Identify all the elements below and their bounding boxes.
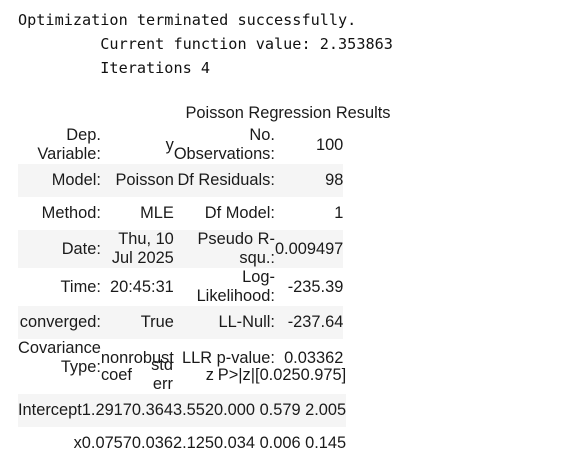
summary-value: 0.009497 [274,230,344,268]
summary-label: LL-Null: [173,306,275,339]
column-header-coef: coef [100,365,132,384]
summary-label: Dep. Variable: [37,126,101,163]
summary-value: 20:45:31 [110,277,174,296]
coefficient-p-value: 0.000 [213,394,256,427]
log-line-iterations: Iterations 4 [18,59,211,77]
column-header-p-value: P>|z| [217,365,256,384]
summary-label: Df Residuals: [173,164,275,197]
coefficient-value: 1.2917 [81,394,132,427]
summary-row: Time: 20:45:31 Log-Likelihood: -235.39 [18,268,344,306]
summary-value: y [165,135,174,154]
summary-row: Method: MLE Df Model: 1 [18,197,344,230]
summary-value: 98 [274,164,344,197]
coefficient-ci-high: 2.005 [300,394,347,427]
column-header-z: z [205,365,214,384]
column-header [18,356,82,394]
coefficient-z: 2.125 [172,434,214,452]
coefficient-row: Intercept 1.2917 0.364 3.552 0.000 0.579… [18,394,347,427]
coefficient-name: x [73,434,82,452]
coefficient-p-value: 0.034 [213,434,256,452]
summary-label: Date: [18,230,101,268]
summary-label: LLR p-value: [182,348,275,367]
column-header-std-err: std err [151,356,173,393]
summary-row: converged: True LL-Null: -237.64 [18,306,344,339]
summary-value: 0.03362 [284,348,344,367]
coefficients-table: coef std err z P>|z| [0.025 0.975] Inter… [18,356,347,460]
summary-value: 1 [334,204,344,222]
summary-label: Covariance Type: [18,339,101,376]
summary-value: Poisson [100,164,174,197]
summary-label: Df Model: [204,204,275,222]
results-caption: Poisson Regression Results [185,104,391,122]
summary-value: 100 [315,135,344,154]
coefficient-std-err: 0.364 [131,394,173,427]
coefficient-value: 0.0757 [81,434,132,452]
summary-label: converged: [18,306,101,339]
coefficient-std-err: 0.036 [131,434,173,452]
coefficients-header-row: coef std err z P>|z| [0.025 0.975] [18,356,346,394]
log-line-function-value: Current function value: 2.353863 [18,35,393,53]
column-header-ci-low: [0.025 [255,365,301,384]
coefficient-ci-low: 0.579 [255,394,301,427]
summary-table: Dep. Variable: y No. Observations: 100 M… [18,126,344,377]
summary-value: MLE [140,204,174,222]
coefficient-ci-low: 0.006 [259,434,301,452]
optimization-log: Optimization terminated successfully. Cu… [18,8,393,80]
coefficient-name: Intercept [18,394,82,427]
summary-label: Method: [41,204,101,222]
column-header-ci-high: 0.975] [300,365,347,384]
summary-row: Date: Thu, 10 Jul 2025 Pseudo R-squ.: 0.… [18,230,344,268]
log-line-status: Optimization terminated successfully. [18,11,357,29]
summary-row: Covariance Type: nonrobust LLR p-value: … [18,339,343,377]
summary-label: Time: [60,277,101,296]
summary-label: Model: [18,164,101,197]
summary-row: Dep. Variable: y No. Observations: 100 [18,126,343,164]
summary-value: True [100,306,174,339]
summary-value: Thu, 10 Jul 2025 [100,230,174,268]
summary-value: -237.64 [274,306,344,339]
summary-label: No. Observations: [173,126,275,163]
coefficient-ci-high: 0.145 [305,434,347,452]
coefficient-z: 3.552 [172,394,214,427]
summary-row: Model: Poisson Df Residuals: 98 [18,164,344,197]
summary-label: Pseudo R-squ.: [173,230,275,268]
coefficient-row: x 0.0757 0.036 2.125 0.034 0.006 0.145 [18,427,347,460]
summary-value: -235.39 [287,277,344,296]
summary-label: Log-Likelihood: [196,268,275,305]
summary-value: nonrobust [100,348,174,367]
